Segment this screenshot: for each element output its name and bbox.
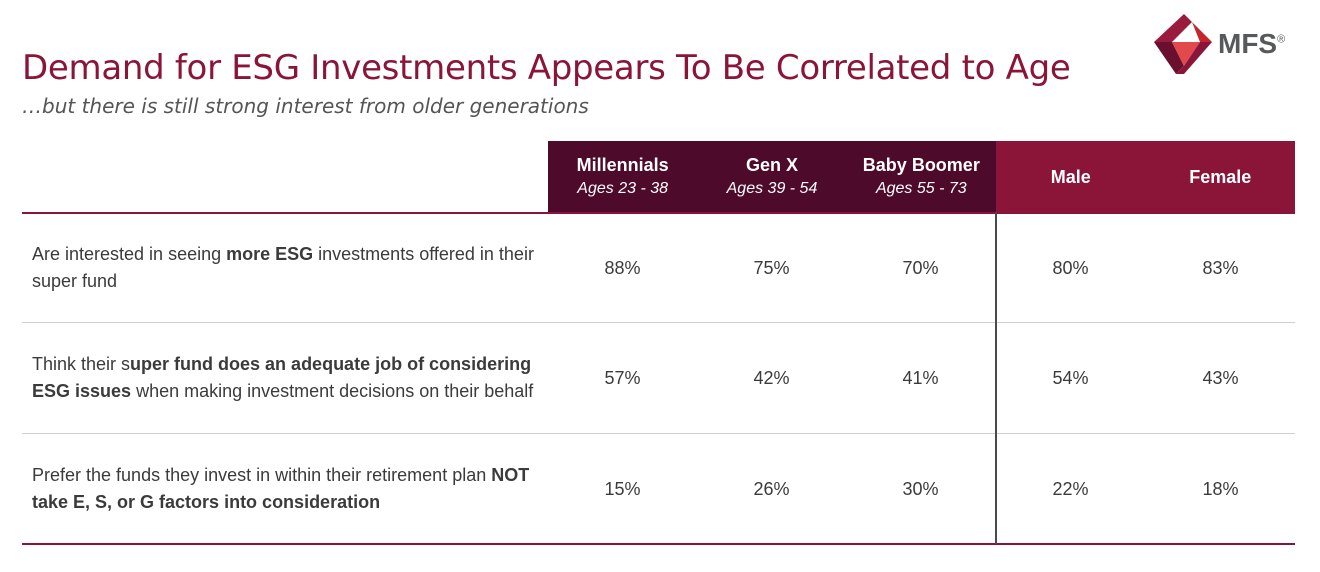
row-label: Think their super fund does an adequate …	[32, 354, 534, 401]
column-ages: Ages 55 - 73	[875, 179, 967, 197]
page-subtitle: …but there is still strong interest from…	[22, 94, 589, 118]
cell-baby-boomer: 30%	[902, 478, 939, 499]
table-row: Think their super fund does an adequate …	[0, 323, 1320, 433]
column-header-baby-boomer: Baby Boomer Ages 55 - 73	[847, 141, 996, 212]
column-name: Baby Boomer	[862, 154, 980, 175]
cell-millennials: 57%	[604, 367, 641, 388]
table-bottom-divider	[22, 543, 1295, 545]
gender-group-header: Male Female	[996, 141, 1295, 212]
row-divider	[22, 322, 1295, 323]
cell-millennials: 88%	[604, 257, 641, 278]
logo-wordmark: MFS®	[1218, 28, 1286, 59]
age-group-header: Millennials Ages 23 - 38 Gen X Ages 39 -…	[548, 141, 996, 212]
cell-female: 18%	[1202, 478, 1239, 499]
column-header-female: Female	[1146, 141, 1296, 212]
group-separator	[995, 212, 997, 544]
column-ages: Ages 39 - 54	[726, 179, 818, 197]
cell-female: 43%	[1202, 367, 1239, 388]
cell-male: 22%	[1052, 478, 1089, 499]
cell-male: 80%	[1052, 257, 1089, 278]
column-name: Gen X	[745, 154, 798, 175]
column-name: Male	[1050, 166, 1091, 187]
cell-gen-x: 42%	[753, 367, 790, 388]
row-divider	[22, 433, 1295, 434]
table-row: Are interested in seeing more ESG invest…	[0, 213, 1320, 323]
column-name: Female	[1189, 166, 1252, 187]
cell-gen-x: 75%	[753, 257, 790, 278]
column-name: Millennials	[576, 154, 669, 175]
table-top-divider	[22, 212, 1295, 214]
cell-baby-boomer: 41%	[902, 367, 939, 388]
mfs-logo: MFS®	[1150, 12, 1310, 76]
column-header-millennials: Millennials Ages 23 - 38	[548, 141, 697, 212]
cell-gen-x: 26%	[753, 478, 790, 499]
mfs-logo-mark-icon	[1154, 14, 1212, 74]
table-row: Prefer the funds they invest in within t…	[0, 434, 1320, 544]
cell-baby-boomer: 70%	[902, 257, 939, 278]
cell-millennials: 15%	[604, 478, 641, 499]
row-label: Prefer the funds they invest in within t…	[32, 465, 530, 512]
row-label: Are interested in seeing more ESG invest…	[32, 244, 534, 291]
column-header-gen-x: Gen X Ages 39 - 54	[697, 141, 846, 212]
column-header-male: Male	[996, 141, 1146, 212]
column-ages: Ages 23 - 38	[577, 179, 669, 197]
cell-male: 54%	[1052, 367, 1089, 388]
page-title: Demand for ESG Investments Appears To Be…	[22, 48, 1071, 88]
cell-female: 83%	[1202, 257, 1239, 278]
